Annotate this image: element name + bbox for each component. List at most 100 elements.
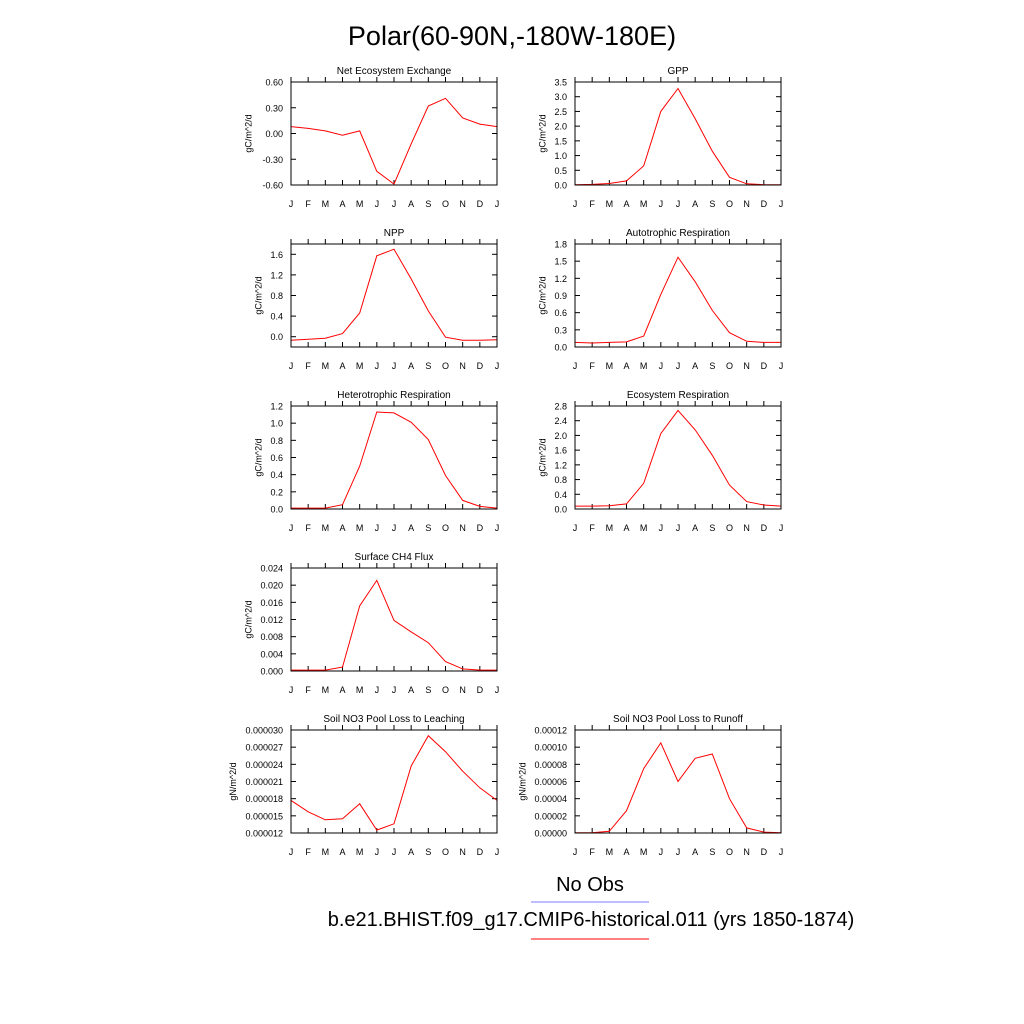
series-line [575, 409, 782, 507]
x-tick-label: J [392, 199, 397, 209]
x-tick-label: D [477, 199, 484, 209]
chart-title: NPP [384, 228, 405, 239]
y-axis-label: gC/m^2/d [538, 114, 548, 152]
y-tick-label: 1.2 [554, 274, 567, 284]
y-tick-label: 2.5 [554, 107, 567, 117]
x-tick-label: O [442, 523, 449, 533]
x-tick-label: J [779, 847, 784, 857]
x-tick-label: N [743, 199, 750, 209]
x-tick-label: S [425, 523, 431, 533]
plot-frame [574, 729, 782, 834]
y-tick-label: 0.8 [270, 291, 283, 301]
x-tick-label: J [392, 685, 397, 695]
x-tick-label: D [477, 847, 484, 857]
chart-title: Surface CH4 Flux [355, 552, 434, 563]
chart-title: Autotrophic Respiration [626, 228, 730, 239]
y-tick-label: 0.0 [554, 505, 567, 515]
y-axis-label: gC/m^2/d [538, 276, 548, 314]
x-tick-label: S [425, 685, 431, 695]
x-tick-label: M [322, 685, 330, 695]
x-tick-label: A [623, 199, 629, 209]
x-tick-label: S [709, 523, 715, 533]
x-tick-label: J [375, 361, 380, 371]
x-tick-label: F [589, 847, 595, 857]
x-tick-label: D [477, 685, 484, 695]
y-tick-label: 1.2 [554, 460, 567, 470]
y-tick-label: 0.016 [260, 598, 283, 608]
x-tick-label: A [339, 199, 345, 209]
y-tick-label: 0.00006 [534, 777, 567, 787]
x-tick-label: O [442, 847, 449, 857]
x-tick-label: M [356, 199, 364, 209]
y-tick-label: 0.000027 [245, 743, 283, 753]
x-tick-label: M [606, 847, 614, 857]
y-tick-label: 1.0 [270, 419, 283, 429]
x-tick-label: J [289, 847, 294, 857]
chart-title: Heterotrophic Respiration [337, 390, 450, 401]
y-tick-label: 1.6 [270, 250, 283, 260]
x-tick-label: M [606, 523, 614, 533]
x-tick-label: M [606, 199, 614, 209]
x-tick-label: D [761, 523, 768, 533]
chart-title: Soil NO3 Pool Loss to Runoff [613, 714, 743, 725]
y-tick-label: 1.6 [554, 446, 567, 456]
x-tick-label: A [408, 523, 414, 533]
x-tick-label: A [692, 199, 698, 209]
legend-label-model: b.e21.BHIST.f09_g17.CMIP6-historical.011… [328, 909, 855, 931]
x-tick-label: D [761, 361, 768, 371]
x-tick-label: S [709, 847, 715, 857]
x-tick-label: A [408, 847, 414, 857]
x-tick-label: A [692, 523, 698, 533]
y-tick-label: 0.4 [554, 490, 567, 500]
y-tick-label: 0.8 [554, 475, 567, 485]
legend-label-obs: No Obs [556, 874, 624, 896]
x-tick-label: J [495, 847, 500, 857]
x-tick-label: A [408, 685, 414, 695]
x-tick-label: J [375, 847, 380, 857]
x-tick-label: D [761, 199, 768, 209]
x-tick-label: M [640, 523, 648, 533]
y-tick-label: 0.0 [554, 181, 567, 191]
y-tick-label: 0.6 [270, 453, 283, 463]
x-tick-label: F [589, 199, 595, 209]
x-tick-label: J [495, 199, 500, 209]
y-tick-label: 1.8 [554, 240, 567, 250]
x-tick-label: A [339, 361, 345, 371]
x-tick-label: F [305, 685, 311, 695]
y-tick-label: 0.000012 [245, 829, 283, 839]
x-tick-label: J [573, 847, 578, 857]
y-tick-label: 0.5 [554, 166, 567, 176]
x-tick-label: J [779, 199, 784, 209]
x-tick-label: M [356, 685, 364, 695]
chart-title: Soil NO3 Pool Loss to Leaching [323, 714, 464, 725]
x-tick-label: J [676, 847, 681, 857]
y-tick-label: 1.5 [554, 257, 567, 267]
y-tick-label: 1.0 [554, 151, 567, 161]
x-tick-label: J [495, 685, 500, 695]
x-tick-label: M [640, 361, 648, 371]
y-tick-label: 1.5 [554, 136, 567, 146]
x-tick-label: J [573, 199, 578, 209]
x-tick-label: J [289, 685, 294, 695]
x-tick-label: J [289, 523, 294, 533]
x-tick-label: M [322, 523, 330, 533]
plot-frame [290, 729, 498, 834]
plot-frame [290, 567, 498, 672]
page-title: Polar(60-90N,-180W-180E) [348, 21, 676, 51]
y-tick-label: -0.60 [262, 181, 283, 191]
x-tick-label: A [623, 523, 629, 533]
series-line [575, 741, 782, 834]
y-axis-label: gN/m^2/d [517, 762, 527, 800]
y-tick-label: 0.2 [270, 487, 283, 497]
x-tick-label: F [305, 361, 311, 371]
y-tick-label: 0.004 [260, 649, 283, 659]
x-tick-label: M [606, 361, 614, 371]
x-tick-label: N [743, 523, 750, 533]
